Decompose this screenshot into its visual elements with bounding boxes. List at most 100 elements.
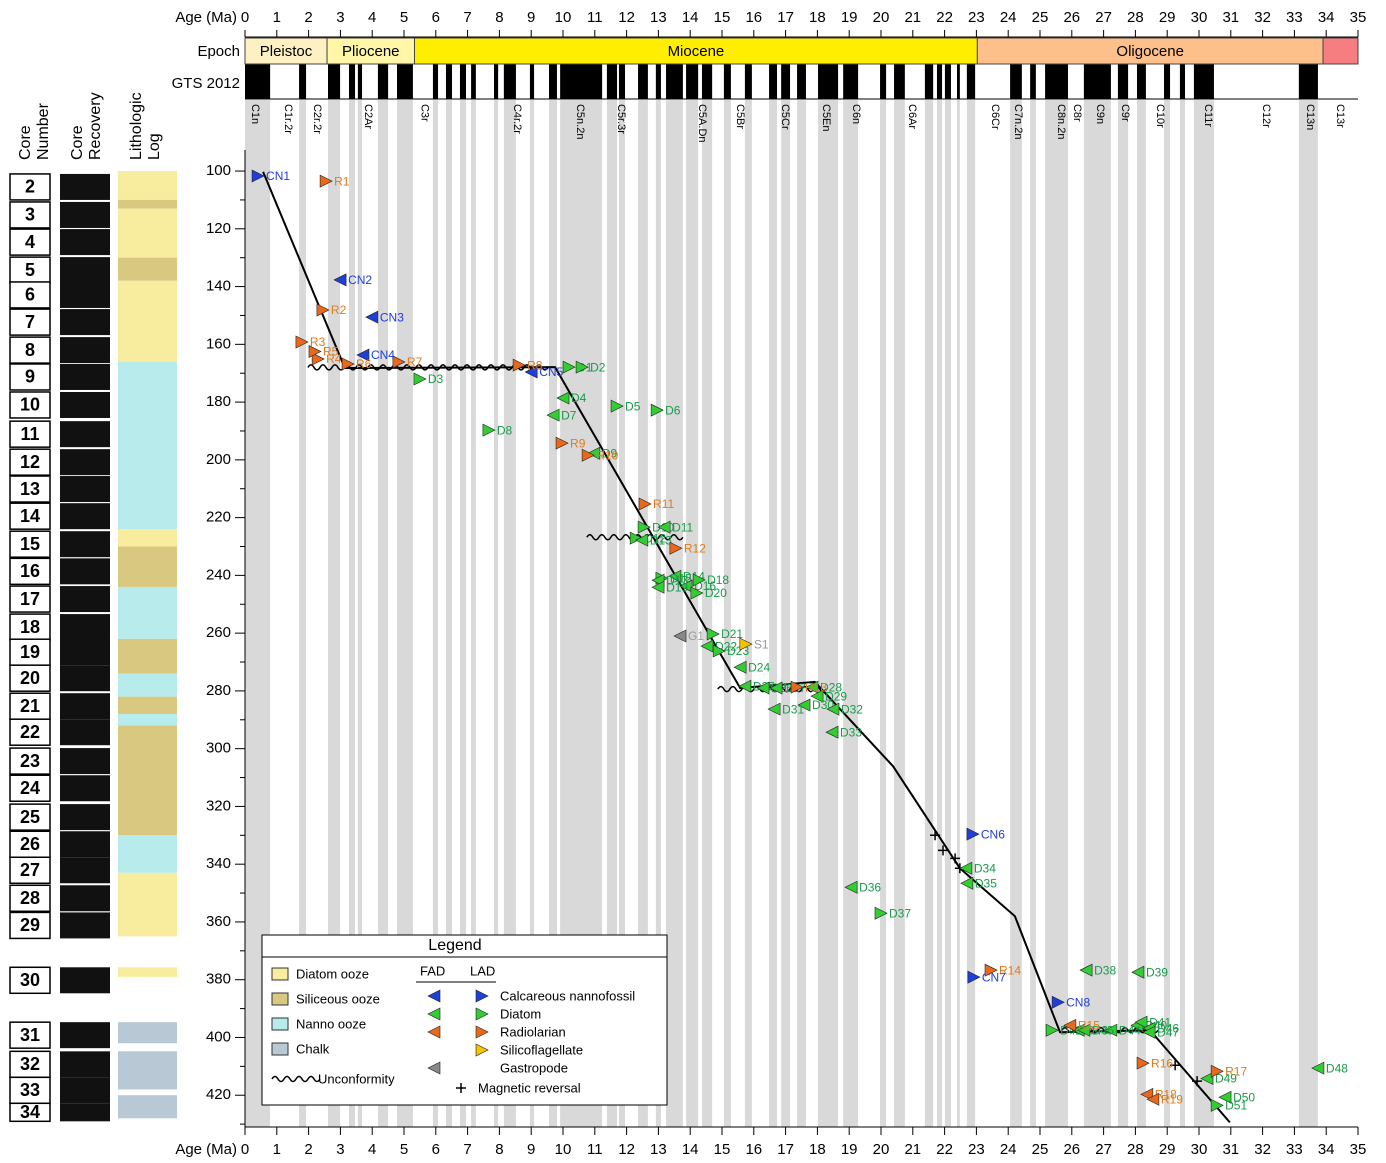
y-tick-label: 400 xyxy=(206,1028,231,1045)
core-recovery xyxy=(60,531,110,558)
datum-label: S1 xyxy=(754,637,769,651)
datum xyxy=(756,681,770,695)
x-tick-label: 15 xyxy=(714,9,731,26)
core-recovery xyxy=(60,201,110,228)
datum xyxy=(826,702,840,716)
core-number: 8 xyxy=(25,340,35,360)
datum-label: CN1 xyxy=(266,169,290,183)
y-tick-label: 380 xyxy=(206,971,231,988)
datum xyxy=(1200,1071,1214,1085)
core-number: 4 xyxy=(25,232,35,252)
core-recovery xyxy=(60,1051,110,1078)
y-tick-label: 420 xyxy=(206,1086,231,1103)
core-recovery xyxy=(60,885,110,912)
gts-normal xyxy=(723,64,731,99)
chron-label: C10r xyxy=(1154,104,1166,128)
datum-label: CN6 xyxy=(981,827,1005,841)
datum-label: D7 xyxy=(561,408,577,422)
x-tick-label: 9 xyxy=(527,1141,535,1158)
lithology-interval xyxy=(118,257,177,281)
polarity-band xyxy=(445,100,453,1127)
datum-label: R2 xyxy=(331,303,347,317)
polarity-band xyxy=(299,100,307,1127)
datum-label: D38 xyxy=(1094,963,1116,977)
legend-text: Calcareous nannofossil xyxy=(500,988,635,1003)
datum xyxy=(341,357,355,371)
epoch-label: Epoch xyxy=(197,43,240,60)
datum xyxy=(1146,1092,1160,1106)
datum-label: D8 xyxy=(497,423,513,437)
datum-label: R11 xyxy=(653,497,674,511)
core-box xyxy=(9,911,51,940)
core-number: 23 xyxy=(20,751,40,771)
core-number: 34 xyxy=(20,1102,40,1122)
core-number: 2 xyxy=(25,177,35,197)
core-box xyxy=(9,173,51,201)
datum xyxy=(960,876,974,890)
datum xyxy=(635,533,649,547)
x-tick-label: 12 xyxy=(618,1141,635,1158)
x-tick-label: 21 xyxy=(904,1141,921,1158)
datum xyxy=(959,861,973,875)
core-box xyxy=(9,475,51,503)
core-box xyxy=(9,884,51,913)
core-box xyxy=(9,966,51,995)
core-recovery xyxy=(60,558,110,585)
datum xyxy=(546,408,560,422)
polarity-band xyxy=(1298,100,1318,1127)
datum xyxy=(844,880,858,894)
datum-label: CN3 xyxy=(380,310,404,324)
x-tick-label: 29 xyxy=(1159,1141,1176,1158)
core-number: 28 xyxy=(20,888,40,908)
core-box xyxy=(9,664,51,692)
x-tick-label: 10 xyxy=(555,9,572,26)
datum xyxy=(690,586,704,600)
chron-label: C12r xyxy=(1260,104,1272,128)
core-recovery xyxy=(60,831,110,858)
datum-label: D3 xyxy=(428,372,444,386)
x-axis-label: Age (Ma) xyxy=(175,9,237,26)
datum-label: D49 xyxy=(1215,1072,1237,1086)
x-tick-label: 16 xyxy=(745,9,762,26)
lithology-interval xyxy=(118,872,177,937)
datum-label: D20 xyxy=(705,586,727,600)
polarity-band xyxy=(357,100,363,1127)
core-number: 31 xyxy=(20,1025,40,1045)
polarity-band xyxy=(1193,100,1214,1127)
polarity-band xyxy=(503,100,516,1127)
gts-normal xyxy=(701,64,713,99)
polarity-band xyxy=(1136,100,1146,1127)
datum xyxy=(733,660,747,674)
legend-lad xyxy=(475,989,489,1003)
core-box xyxy=(9,256,51,284)
core-box xyxy=(9,557,51,586)
x-tick-label: 7 xyxy=(463,1141,471,1158)
lithology-interval xyxy=(118,835,177,873)
core-box xyxy=(9,530,51,558)
datum xyxy=(738,679,752,693)
datum-label: D46 xyxy=(1157,1021,1179,1035)
x-tick-label: 32 xyxy=(1254,1141,1271,1158)
polarity-band xyxy=(1179,100,1186,1127)
chron-label: C6n xyxy=(850,104,862,124)
datum xyxy=(562,360,576,374)
y-tick-label: 360 xyxy=(206,913,231,930)
x-tick-label: 12 xyxy=(618,9,635,26)
lithology-interval xyxy=(118,967,177,977)
chron-label: C13n xyxy=(1304,104,1316,130)
core-number: 3 xyxy=(25,205,35,225)
core-box xyxy=(9,718,51,746)
legend-header: LAD xyxy=(470,963,495,978)
x-tick-label: 30 xyxy=(1191,9,1208,26)
datum-label: R15 xyxy=(1078,1019,1100,1033)
core-number: 9 xyxy=(25,367,35,387)
datum-label: D11 xyxy=(672,520,693,534)
gts-normal xyxy=(1010,64,1022,99)
y-tick-label: 320 xyxy=(206,797,231,814)
chron-label: C7n.2n xyxy=(1012,104,1024,139)
epoch xyxy=(1322,37,1359,65)
x-tick-label: 31 xyxy=(1222,9,1239,26)
datum-label: D45 xyxy=(1092,1023,1114,1037)
datum-label: R7 xyxy=(407,355,423,369)
polarity-band xyxy=(1164,100,1171,1127)
